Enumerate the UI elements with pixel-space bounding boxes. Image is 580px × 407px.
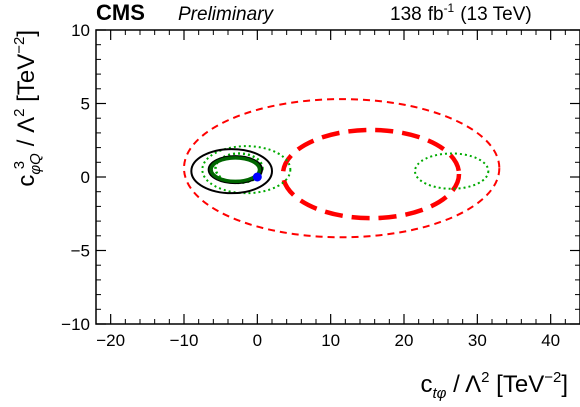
y-axis-title: cφQ3 / Λ2 [TeV−2] [11, 30, 44, 187]
contour-red-dashed-thin-0 [182, 98, 501, 239]
plot-frame [95, 29, 580, 325]
y-tick-label: 10 [71, 21, 90, 40]
x-tick-label: 40 [541, 331, 560, 350]
x-tick-label: 20 [395, 331, 414, 350]
y-tick-label: −5 [71, 242, 90, 261]
experiment-label: CMS [96, 0, 145, 25]
contour-layer [182, 98, 501, 239]
y-axis-ticks: −10 −5 0 5 10 [61, 21, 580, 334]
point-layer [252, 172, 262, 182]
y-tick-label: 0 [81, 168, 90, 187]
preliminary-label: Preliminary [178, 4, 275, 25]
contour-black-solid-5 [190, 148, 274, 195]
contour-green-dotted-3 [414, 152, 490, 190]
contour-green-dotted-2 [201, 145, 292, 195]
x-axis-title: ctφ / Λ2 [TeV−2] [421, 369, 569, 402]
y-tick-label: −10 [61, 315, 90, 334]
sm-point [252, 172, 262, 182]
contour-red-dashed-thick-1 [280, 127, 462, 221]
x-tick-label: 0 [253, 331, 262, 350]
x-tick-label: −10 [170, 331, 199, 350]
x-tick-label: 10 [321, 331, 340, 350]
contour-darkgreen-solid-7 [209, 156, 262, 184]
y-tick-label: 5 [81, 95, 90, 114]
x-tick-label: −20 [96, 331, 125, 350]
luminosity-label: 138 fb-1 (13 TeV) [390, 1, 532, 25]
x-tick-label: 30 [468, 331, 487, 350]
x-axis-ticks: −20 −10 0 10 20 30 40 [95, 30, 580, 350]
